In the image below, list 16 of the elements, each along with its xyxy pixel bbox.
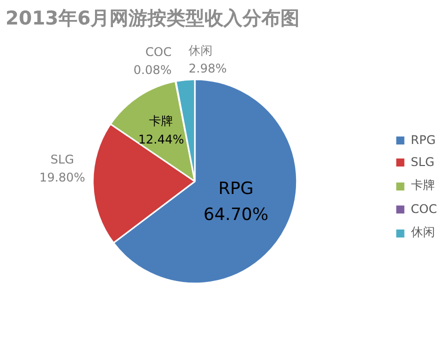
legend-label: 卡牌 <box>410 177 435 194</box>
slice-label: COC <box>145 45 172 60</box>
data-label: 12.44% <box>138 132 184 146</box>
legend-label: SLG <box>410 155 434 169</box>
slice-label: SLG <box>50 152 74 167</box>
chart-title: 2013年6月网游按类型收入分布图 <box>6 8 300 30</box>
data-label: 2.98% <box>188 62 227 76</box>
legend-label: 休闲 <box>410 224 435 241</box>
data-label: 19.80% <box>39 170 86 185</box>
legend-label: RPG <box>410 133 436 147</box>
legend-label: COC <box>410 202 437 216</box>
data-label: 0.08% <box>134 63 172 78</box>
slice-label: RPG <box>218 178 254 199</box>
data-label: 64.70% <box>204 204 268 225</box>
slice-label: 休闲 <box>188 44 213 58</box>
slice-label: 卡牌 <box>149 114 174 128</box>
